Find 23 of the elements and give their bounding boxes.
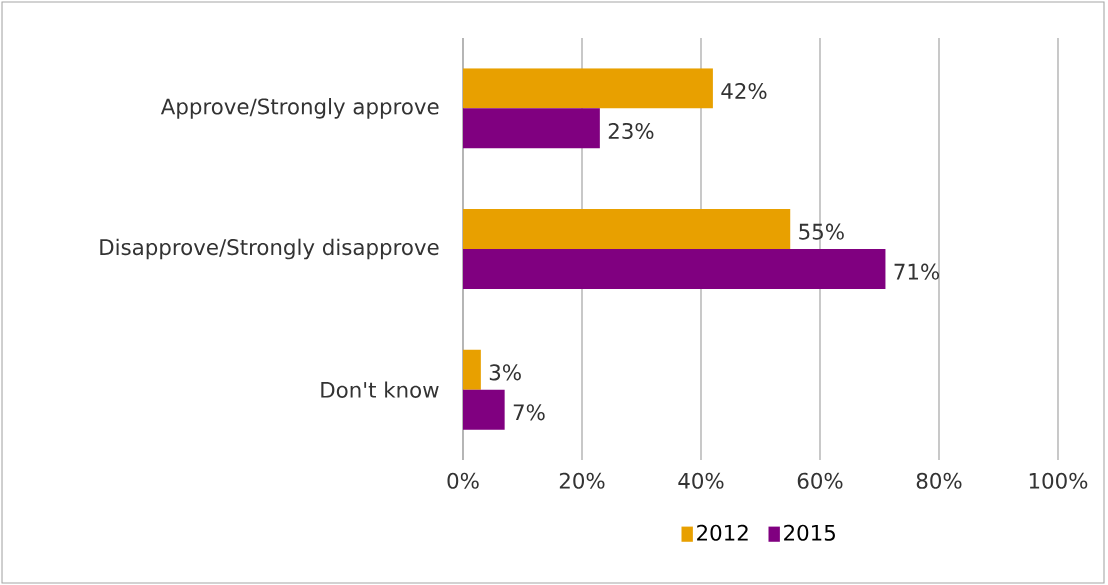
x-tick-label: 80%	[916, 472, 962, 489]
x-tick-label: 0%	[447, 472, 479, 489]
x-tick-label: 40%	[678, 472, 724, 489]
data-label: 7%	[513, 404, 545, 421]
data-label: 23%	[608, 122, 654, 140]
y-tick-label: Don't know	[321, 381, 439, 398]
data-label: 3%	[489, 364, 521, 381]
data-label: 42%	[721, 82, 767, 100]
bar	[463, 249, 886, 289]
legend-label: 2015	[784, 524, 835, 541]
data-label: 71%	[894, 263, 940, 280]
bar	[463, 389, 505, 430]
y-tick-label: Disapprove/Strongly disapprove	[100, 238, 439, 260]
x-tick-label: 60%	[797, 472, 843, 489]
x-tick-label: 100%	[1029, 472, 1088, 489]
data-label: 55%	[799, 223, 844, 240]
bar	[463, 108, 600, 149]
x-tick-label: 20%	[559, 472, 605, 489]
y-tick-label: Approve/Strongly approve	[160, 98, 439, 119]
bar	[463, 349, 481, 390]
bar	[463, 68, 713, 109]
legend-label: 2012	[697, 524, 748, 541]
bar	[463, 209, 791, 249]
